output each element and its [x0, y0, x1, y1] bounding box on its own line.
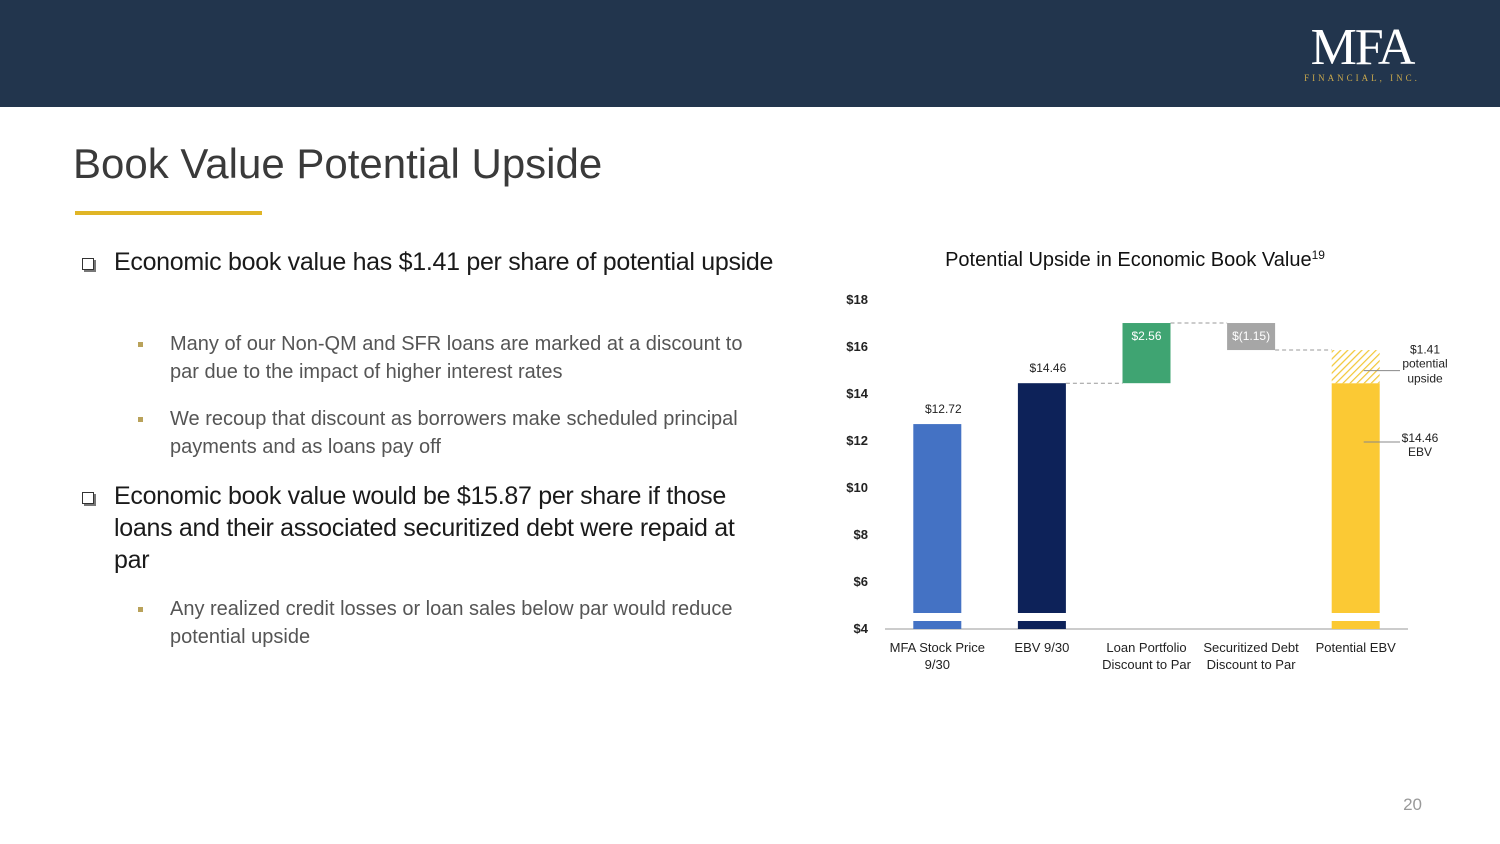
- slide-title: Book Value Potential Upside: [73, 140, 603, 187]
- x-tick-label: EBV 9/30: [1014, 640, 1069, 655]
- bullet-box: [82, 258, 94, 270]
- y-tick-label: $6: [854, 574, 868, 589]
- y-tick-label: $4: [854, 621, 869, 636]
- upside-text: upside: [1407, 372, 1443, 386]
- value-label: $14.46: [1402, 431, 1439, 445]
- axis-break: [912, 613, 963, 621]
- x-tick-label: Discount to Par: [1207, 657, 1297, 672]
- sub-bullet: Many of our Non-QM and SFR loans are mar…: [170, 333, 743, 383]
- value-label: $2.56: [1131, 329, 1161, 343]
- bullet-square: [138, 417, 143, 422]
- bullet: Economic book value has $1.41 per share …: [114, 248, 774, 276]
- y-tick-label: $10: [846, 480, 868, 495]
- bar: [1331, 383, 1380, 629]
- value-label: $14.46: [1030, 361, 1067, 375]
- x-tick-label: Discount to Par: [1102, 657, 1192, 672]
- value-label: $12.72: [925, 402, 962, 416]
- bar: [1122, 323, 1171, 384]
- sub-bullet: Any realized credit losses or loan sales…: [170, 598, 733, 648]
- axis-break: [1016, 613, 1067, 621]
- y-tick-label: $12: [846, 433, 868, 448]
- logo: MFA: [1310, 19, 1416, 76]
- value-label-text: EBV: [1408, 445, 1432, 459]
- sub-bullet: We recoup that discount as borrowers mak…: [170, 408, 738, 458]
- y-tick-label: $8: [854, 527, 868, 542]
- chart-title-note: 19: [1312, 248, 1326, 262]
- y-tick-label: $18: [846, 292, 868, 307]
- y-tick-label: $14: [846, 386, 868, 401]
- bullet-square: [138, 607, 143, 612]
- bullet: Economic book value would be $15.87 per …: [114, 482, 735, 574]
- chart-title: Potential Upside in Economic Book Value1…: [945, 248, 1325, 271]
- upside-label: $1.41: [1410, 343, 1440, 357]
- bar: [1017, 383, 1066, 629]
- y-tick-label: $16: [846, 339, 868, 354]
- upside-bar: [1331, 350, 1380, 384]
- axis-break: [1330, 613, 1381, 621]
- x-tick-label: Loan Portfolio: [1106, 640, 1186, 655]
- bar: [913, 424, 962, 629]
- bullet-box: [82, 492, 94, 504]
- bullet-square: [138, 342, 143, 347]
- x-tick-label: Securitized Debt: [1203, 640, 1299, 655]
- bar: [1227, 323, 1276, 351]
- header-bar: [0, 0, 1500, 107]
- upside-text: potential: [1402, 357, 1447, 371]
- chart-title-text: Potential Upside in Economic Book Value: [945, 249, 1312, 271]
- title-underline: [75, 211, 262, 215]
- logo-sub: FINANCIAL, INC.: [1304, 73, 1420, 83]
- x-tick-label: 9/30: [925, 657, 950, 672]
- x-tick-label: Potential EBV: [1316, 640, 1397, 655]
- value-label: $(1.15): [1232, 329, 1270, 343]
- page-number: 20: [1403, 795, 1422, 814]
- x-tick-label: MFA Stock Price: [890, 640, 985, 655]
